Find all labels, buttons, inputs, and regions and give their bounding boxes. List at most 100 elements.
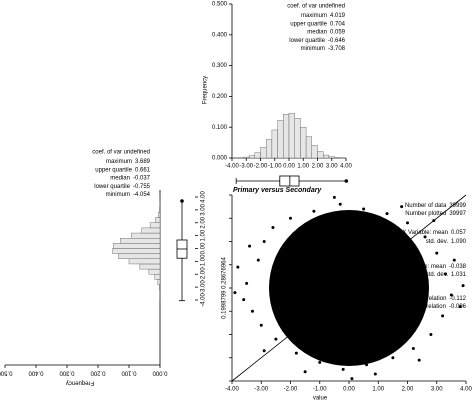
- y-axis-label: Frequency: [203, 76, 209, 104]
- stat-label: upper quartile: [95, 167, 132, 173]
- stat-value: 1.090: [451, 239, 467, 245]
- point: [294, 351, 298, 355]
- stat-value: -0.096: [449, 304, 467, 310]
- bar: [243, 156, 250, 159]
- point: [391, 356, 395, 360]
- bar: [323, 154, 330, 159]
- y-tick-label: 0.00: [201, 242, 207, 254]
- stat-value: 0.059: [330, 29, 346, 35]
- stat-value: -0.038: [449, 264, 467, 270]
- stat-value: -0.646: [328, 37, 346, 43]
- stat-label: std. dev.: [426, 239, 449, 245]
- point: [248, 244, 252, 248]
- stat: maximum 4.019: [301, 13, 346, 19]
- y-axis-label: 0.1998799 0.28676964: [222, 256, 228, 318]
- point: [441, 314, 445, 318]
- bar: [283, 114, 290, 159]
- bar: [288, 113, 295, 159]
- point: [458, 305, 462, 309]
- x-tick-label: 3.00: [326, 164, 338, 170]
- y-tick-label: 2.00: [201, 216, 207, 228]
- x-tick-label: 4.00: [460, 387, 472, 393]
- bar: [311, 145, 318, 159]
- y-tick-label: 0.500: [212, 2, 228, 8]
- point: [423, 235, 427, 239]
- point: [250, 309, 254, 313]
- stat-label: maximum: [106, 159, 132, 165]
- stat: rank correlation -0.096: [405, 304, 467, 310]
- point: [461, 284, 465, 288]
- scatter-title: Primary versus Secondary: [233, 187, 322, 194]
- bar: [159, 207, 161, 213]
- point: [435, 251, 439, 255]
- x-tick-label: -1.00: [268, 164, 282, 170]
- stat-value: -0.112: [449, 296, 466, 302]
- stat-label: std. dev.: [426, 272, 449, 278]
- bar: [120, 237, 161, 244]
- point: [332, 195, 336, 199]
- bar: [157, 279, 161, 285]
- stat-label: X Variable: mean: [402, 230, 448, 236]
- x-tick-label: 2.00: [312, 164, 324, 170]
- stat-label: maximum: [301, 13, 327, 19]
- x-tick-label: 0.00: [283, 164, 295, 170]
- point: [289, 216, 292, 220]
- stat-value: -0.037: [133, 175, 151, 181]
- y-tick-label: -1.00: [201, 254, 207, 268]
- point: [373, 372, 377, 376]
- stat-note: coef. of var undefined: [287, 4, 345, 10]
- bar: [139, 263, 161, 270]
- point: [338, 202, 342, 206]
- bar: [266, 139, 273, 159]
- point: [400, 205, 404, 209]
- stat-label: Number of data: [405, 203, 447, 209]
- maximum-dot: [344, 179, 349, 183]
- point: [449, 293, 453, 297]
- point: [236, 265, 240, 269]
- x-tick-label: 0.200: [90, 369, 106, 375]
- x-tick-label: 3.00: [431, 387, 443, 393]
- point: [262, 240, 266, 243]
- x-tick-label: 0.00: [343, 387, 355, 393]
- x-tick-label: 0.100: [121, 369, 137, 375]
- x-axis-label: Frequency: [66, 379, 94, 385]
- bar: [155, 217, 161, 223]
- stat: lower quartile -0.646: [289, 37, 345, 43]
- x-tick-label: -2.00: [284, 387, 298, 393]
- point: [256, 258, 260, 262]
- point: [274, 337, 278, 341]
- x-tick-label: 0.400: [28, 369, 44, 375]
- stat-value: -3.708: [328, 46, 346, 52]
- stat-label: lower quartile: [289, 37, 325, 43]
- stat-value: 1.031: [451, 272, 467, 278]
- y-tick-label: 0.300: [212, 63, 228, 69]
- stat-label: rank correlation: [405, 304, 446, 310]
- point: [303, 370, 307, 374]
- stat-label: minimum: [301, 46, 325, 52]
- point: [432, 219, 436, 223]
- point: [385, 212, 389, 216]
- stat: maximum 3.689: [106, 159, 151, 165]
- stat: minimum -4.054: [106, 192, 151, 198]
- point: [406, 221, 409, 225]
- y-tick-label: -2.00: [201, 267, 207, 281]
- bar: [154, 274, 161, 280]
- x-tick-label: 1.00: [372, 387, 384, 393]
- stat: lower quartile -0.755: [94, 183, 150, 189]
- y-tick-label: 1.00: [201, 229, 207, 241]
- point: [242, 298, 246, 302]
- y-tick-label: -3.00: [201, 280, 207, 294]
- maximum-dot: [180, 199, 184, 203]
- dense-point-cloud: [269, 210, 429, 366]
- stat: std. dev. 1.031: [426, 272, 467, 278]
- stat-label: correlation: [418, 296, 446, 302]
- point: [233, 291, 237, 295]
- point: [417, 358, 421, 362]
- x-tick-label: -1.00: [313, 387, 327, 393]
- stat-note: coef. of var undefined: [92, 150, 150, 156]
- bar: [260, 147, 267, 159]
- x-tick-label: 4.00: [340, 164, 352, 170]
- stat-value: 0.057: [451, 230, 467, 236]
- stat: median 0.059: [307, 29, 345, 35]
- bar: [112, 248, 161, 254]
